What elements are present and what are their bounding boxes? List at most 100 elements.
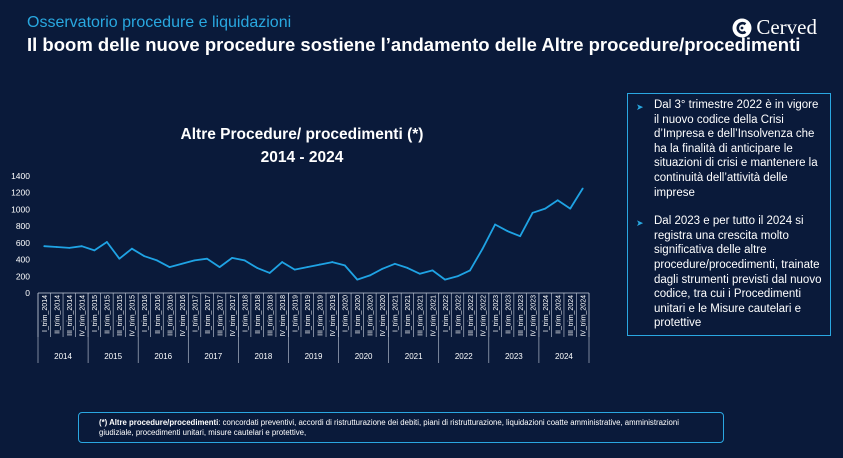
x-group-label: 2019 — [305, 352, 323, 361]
data-point — [243, 259, 246, 262]
x-tick-label: III_trim_2021 — [418, 295, 425, 336]
data-point — [143, 255, 146, 258]
x-tick-label: II_trim_2014 — [55, 295, 62, 334]
line-chart: Altre Procedure/ procedimenti (*) 2014 -… — [11, 126, 590, 363]
data-point — [406, 267, 409, 269]
arrow-bullet-icon: ➤ — [636, 218, 644, 229]
data-point — [231, 257, 234, 259]
data-point — [68, 246, 71, 249]
data-point — [444, 278, 446, 281]
x-tick-label: III_trim_2014 — [67, 295, 74, 336]
x-tick-label: IV_trim_2020 — [380, 295, 387, 337]
x-tick-label: III_trim_2017 — [217, 295, 224, 336]
x-tick-label: IV_trim_2021 — [430, 295, 437, 337]
x-tick-label: I_trim_2019 — [293, 295, 300, 332]
x-tick-label: IV_trim_2018 — [280, 295, 287, 337]
header-subtitle: Osservatorio procedure e liquidazioni — [27, 14, 292, 31]
info-box: ➤ Dal 3° trimestre 2022 è in vigore il n… — [627, 93, 831, 336]
x-tick-label: II_trim_2018 — [255, 295, 262, 334]
info-bullet-text: Dal 3° trimestre 2022 è in vigore il nuo… — [654, 99, 819, 199]
y-axis: 0 200 400 600 800 1000 1200 1400 — [11, 171, 30, 298]
x-tick-label: II_trim_2015 — [105, 295, 112, 334]
x-tick-label: I_trim_2021 — [393, 295, 400, 332]
x-tick-label: II_trim_2024 — [555, 295, 562, 334]
logo-text: Cerved — [756, 15, 817, 39]
x-tick-label: IV_trim_2022 — [480, 295, 487, 337]
data-point — [393, 262, 396, 265]
x-tick-label: II_trim_2019 — [305, 295, 312, 334]
x-tick-label: III_trim_2016 — [167, 295, 174, 336]
data-point — [118, 257, 121, 260]
cerved-logo: Cerved — [732, 15, 817, 40]
x-axis: I_trim_2014 II_trim_2014 III_trim_2014 IV_t… — [37, 292, 590, 363]
x-tick-label: I_trim_2015 — [92, 295, 99, 332]
data-point — [343, 264, 346, 267]
x-group-label: 2021 — [405, 352, 423, 361]
x-tick-label: IV_trim_2023 — [530, 295, 537, 337]
info-bullet: ➤ Dal 3° trimestre 2022 è in vigore il n… — [636, 98, 824, 200]
x-tick-label: II_trim_2023 — [505, 295, 512, 334]
x-tick-label: II_trim_2020 — [355, 295, 362, 334]
data-point — [469, 269, 471, 272]
x-tick-label: III_trim_2024 — [568, 295, 575, 336]
x-tick-label: I_trim_2023 — [493, 295, 500, 332]
x-tick-label: I_trim_2014 — [42, 295, 49, 332]
y-tick-label: 1400 — [11, 171, 30, 181]
y-tick-label: 0 — [25, 288, 30, 298]
x-tick-label: IV_trim_2014 — [80, 295, 87, 337]
data-point — [181, 262, 183, 265]
x-tick-label: II_trim_2016 — [155, 295, 162, 334]
y-tick-label: 600 — [16, 238, 30, 248]
x-tick-label: IV_trim_2017 — [230, 295, 237, 337]
data-point — [506, 230, 509, 233]
x-tick-label: II_trim_2017 — [205, 295, 212, 334]
data-point — [531, 211, 534, 214]
x-tick-label: IV_trim_2019 — [330, 295, 337, 337]
data-point — [481, 247, 484, 250]
data-point — [80, 245, 83, 248]
y-tick-label: 800 — [16, 221, 30, 231]
x-tick-label: IV_trim_2015 — [130, 295, 137, 337]
data-point — [193, 259, 196, 262]
info-bullet-text: Dal 2023 e per tutto il 2024 si registra… — [654, 215, 822, 330]
y-tick-label: 1200 — [11, 188, 30, 198]
arrow-bullet-icon: ➤ — [636, 102, 644, 112]
x-group-label: 2015 — [104, 352, 122, 361]
chart-title: Altre Procedure/ procedimenti (*) — [181, 126, 424, 143]
x-group-label: 2014 — [54, 352, 72, 361]
data-point — [419, 272, 421, 275]
x-group-label: 2024 — [555, 352, 573, 361]
x-tick-label: I_trim_2020 — [343, 295, 350, 332]
data-point — [293, 268, 296, 271]
x-group-label: 2023 — [505, 352, 523, 361]
data-point — [456, 275, 459, 278]
data-point — [519, 235, 522, 238]
x-group-label: 2022 — [455, 352, 473, 361]
data-point — [318, 263, 321, 266]
cerved-logo-icon — [732, 18, 752, 37]
data-point — [218, 266, 221, 268]
data-point — [544, 207, 547, 210]
y-tick-label: 200 — [16, 271, 30, 281]
x-group-label: 2020 — [355, 352, 373, 361]
data-point — [281, 261, 284, 263]
x-group-label: 2017 — [204, 352, 222, 361]
x-tick-label: III_trim_2019 — [318, 295, 325, 336]
data-point — [581, 187, 584, 190]
footnote-text: : concordati preventivi, accordi di rist… — [99, 418, 679, 437]
data-point — [306, 266, 309, 268]
data-point — [368, 274, 371, 277]
x-tick-label: I_trim_2022 — [443, 295, 450, 332]
data-point — [55, 246, 58, 248]
x-tick-label: II_trim_2022 — [455, 295, 462, 334]
x-tick-label: I_trim_2016 — [142, 295, 149, 332]
x-tick-label: III_trim_2018 — [267, 295, 274, 336]
series-line — [44, 188, 584, 281]
data-point — [256, 267, 259, 269]
chart-subtitle: 2014 - 2024 — [261, 149, 344, 166]
data-point — [43, 245, 46, 248]
data-point — [93, 249, 96, 252]
x-tick-label: I_trim_2024 — [543, 295, 550, 332]
data-point — [105, 241, 108, 243]
footnote: (*) Altre procedure/procedimenti: concor… — [78, 412, 724, 443]
